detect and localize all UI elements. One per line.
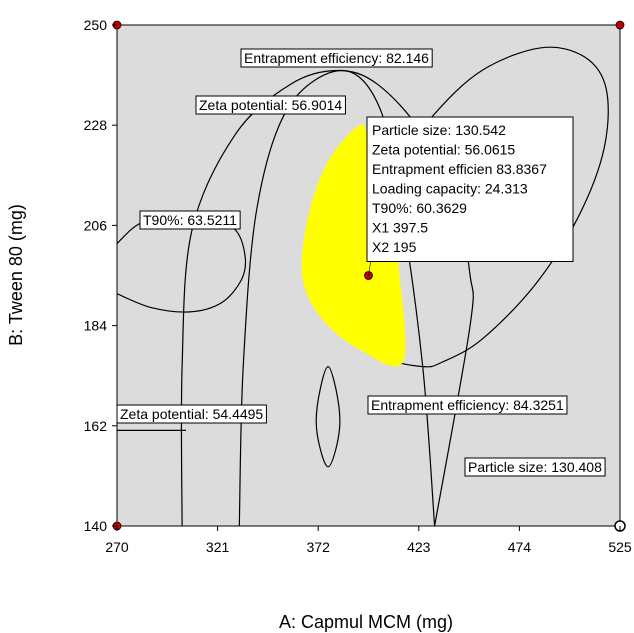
point-info-box: Particle size: 130.542 Zeta potential: 56… [366,116,574,276]
design-point [615,20,625,30]
svg-text:Entrapment efficiency: 82.146: Entrapment efficiency: 82.146 [244,50,429,66]
y-tick-label: 228 [84,117,108,133]
contour-label: Particle size: 130.408 [464,457,606,477]
svg-text:Particle size: 130.408: Particle size: 130.408 [468,459,602,475]
info-line: Particle size: 130.542 [372,122,506,138]
y-tick-label: 206 [84,217,108,233]
contour-label: Entrapment efficiency: 82.146 [240,48,433,68]
svg-text:Entrapment efficiency: 84.3251: Entrapment efficiency: 84.3251 [371,397,564,413]
info-line: X1 397.5 [372,220,428,236]
x-axis-title: A: Capmul MCM (mg) [279,612,453,632]
info-line: Entrapment efficien 83.8367 [372,161,547,177]
contour-label: Zeta potential: 56.9014 [195,95,346,115]
info-line: Zeta potential: 56.0615 [372,142,515,158]
x-tick-label: 525 [608,539,632,555]
x-tick-label: 423 [407,539,431,555]
x-tick-label: 372 [307,539,331,555]
info-line: Loading capacity: 24.313 [372,181,528,197]
contour-line [180,69,474,527]
contour-label: T90%: 63.5211 [139,210,241,230]
y-tick-label: 184 [84,318,108,334]
contour-label: Entrapment efficiency: 84.3251 [367,395,568,415]
design-space-region [301,124,406,367]
svg-text:Zeta potential: 54.4495: Zeta potential: 54.4495 [120,406,263,422]
info-line: X2 195 [372,239,417,255]
y-tick-label: 140 [84,518,108,534]
svg-text:T90%: 63.5211: T90%: 63.5211 [143,212,237,228]
x-tick-label: 474 [508,539,532,555]
contour-label: Zeta potential: 54.4495 [116,404,267,424]
contour-line [315,365,341,468]
y-tick-label: 162 [84,418,108,434]
x-tick-label: 270 [105,539,129,555]
y-tick-label: 250 [84,17,108,33]
svg-text:Zeta potential: 56.9014: Zeta potential: 56.9014 [199,97,342,113]
info-line: T90%: 60.3629 [372,200,467,216]
y-axis-title: B: Tween 80 (mg) [6,204,26,346]
x-tick-label: 321 [206,539,230,555]
